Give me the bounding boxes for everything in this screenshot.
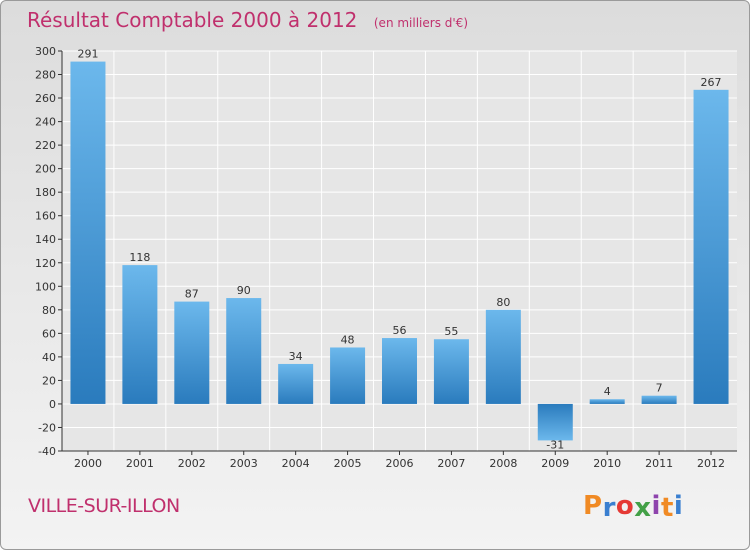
logo-letter: P bbox=[583, 491, 603, 521]
x-tick-label-2002: 2002 bbox=[178, 457, 206, 470]
data-label-2002: 87 bbox=[185, 288, 199, 301]
bar-2003 bbox=[226, 298, 262, 404]
bar-2001 bbox=[122, 265, 158, 404]
y-tick-label: 120 bbox=[35, 257, 56, 270]
y-tick-label: 300 bbox=[35, 45, 56, 58]
bar-2004 bbox=[278, 363, 314, 404]
bars bbox=[70, 61, 729, 441]
y-tick-label: 80 bbox=[42, 304, 56, 317]
data-label-2005: 48 bbox=[341, 333, 355, 346]
bar-2008 bbox=[485, 309, 521, 404]
x-tick-label-2007: 2007 bbox=[437, 457, 465, 470]
y-tick-label: 220 bbox=[35, 139, 56, 152]
bar-2002 bbox=[174, 301, 210, 404]
y-tick-label: 0 bbox=[49, 398, 56, 411]
bar-2012 bbox=[693, 89, 729, 404]
y-tick-label: 160 bbox=[35, 210, 56, 223]
logo-letter: t bbox=[660, 493, 674, 523]
y-tick-label: 280 bbox=[35, 69, 56, 82]
y-tick-label: 260 bbox=[35, 92, 56, 105]
proxiti-logo[interactable]: Proxiti bbox=[583, 491, 684, 523]
y-tick-label: 240 bbox=[35, 116, 56, 129]
axes: 3002802602402202001801601401201008060402… bbox=[35, 45, 737, 470]
logo-letter: o bbox=[615, 491, 635, 521]
bar-2000 bbox=[70, 61, 106, 404]
x-tick-label-2005: 2005 bbox=[334, 457, 362, 470]
y-tick-label: 60 bbox=[42, 327, 56, 340]
data-label-2001: 118 bbox=[129, 251, 150, 264]
y-tick-label: 200 bbox=[35, 163, 56, 176]
bar-2006 bbox=[382, 338, 417, 404]
data-label-2008: 80 bbox=[496, 296, 510, 309]
logo-letter: r bbox=[602, 493, 616, 523]
x-tick-label-2000: 2000 bbox=[74, 457, 102, 470]
data-label-2010: 4 bbox=[604, 385, 611, 398]
x-tick-label-2009: 2009 bbox=[541, 457, 569, 470]
logo-letter: x bbox=[634, 493, 652, 523]
data-label-2004: 34 bbox=[289, 350, 303, 363]
y-tick-label: 140 bbox=[35, 233, 56, 246]
logo-letter: i bbox=[673, 491, 684, 521]
bar-2007 bbox=[433, 339, 469, 404]
data-label-2012: 267 bbox=[701, 76, 722, 89]
data-label-2000: 291 bbox=[77, 48, 98, 61]
y-tick-label: 40 bbox=[42, 351, 56, 364]
bar-2009 bbox=[537, 403, 573, 441]
bar-2011 bbox=[641, 395, 677, 404]
x-tick-label-2004: 2004 bbox=[282, 457, 310, 470]
data-label-2007: 55 bbox=[444, 325, 458, 338]
y-tick-label: 100 bbox=[35, 280, 56, 293]
x-tick-label-2001: 2001 bbox=[126, 457, 154, 470]
chart-title: Résultat Comptable 2000 à 2012 bbox=[27, 8, 358, 32]
data-label-2006: 56 bbox=[393, 324, 407, 337]
x-tick-label-2008: 2008 bbox=[489, 457, 517, 470]
y-tick-label: -20 bbox=[38, 421, 56, 434]
x-tick-label-2010: 2010 bbox=[593, 457, 621, 470]
data-label-2003: 90 bbox=[237, 284, 251, 297]
x-tick-label-2011: 2011 bbox=[645, 457, 673, 470]
chart-header: Résultat Comptable 2000 à 2012 (en milli… bbox=[27, 8, 468, 32]
commune-name: VILLE-SUR-ILLON bbox=[28, 495, 180, 517]
y-tick-label: 20 bbox=[42, 374, 56, 387]
x-tick-label-2012: 2012 bbox=[697, 457, 725, 470]
logo-letter: i bbox=[651, 491, 661, 521]
data-label-2009: -31 bbox=[546, 438, 564, 451]
y-tick-label: 180 bbox=[35, 186, 56, 199]
y-tick-label: -40 bbox=[38, 445, 56, 458]
x-tick-label-2003: 2003 bbox=[230, 457, 258, 470]
chart-subtitle: (en milliers d'€) bbox=[373, 16, 468, 30]
labels: 291 118 87 90 34 48 56 55 80 -31 4 7 267 bbox=[77, 48, 721, 452]
bar-2010 bbox=[589, 399, 625, 404]
bar-2005 bbox=[330, 347, 366, 404]
data-label-2011: 7 bbox=[656, 382, 663, 395]
x-tick-label-2006: 2006 bbox=[386, 457, 414, 470]
